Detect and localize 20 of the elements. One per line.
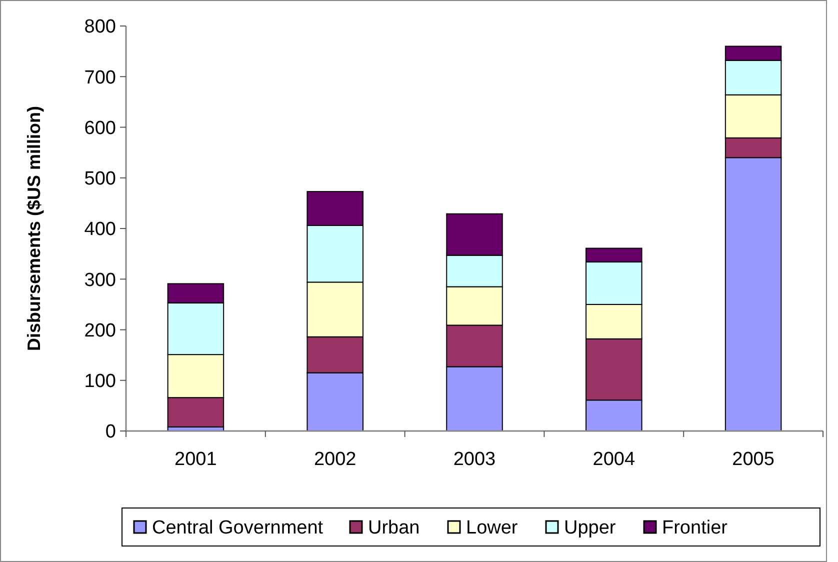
y-tick-label: 0 — [105, 422, 116, 443]
y-tick-label: 700 — [84, 67, 116, 88]
legend-label: Urban — [368, 518, 420, 539]
legend-label: Central Government — [152, 518, 324, 539]
y-tick-label: 600 — [84, 118, 116, 139]
y-axis-title: Disbursements ($US million) — [24, 106, 44, 352]
legend-label: Frontier — [662, 518, 728, 539]
y-tick-label: 800 — [84, 16, 116, 38]
x-tick-label: 2005 — [732, 449, 774, 470]
x-tick-label: 2002 — [314, 449, 356, 470]
x-tick-label: 2003 — [453, 449, 496, 470]
y-tick-label: 100 — [84, 371, 116, 392]
y-tick-label: 400 — [84, 219, 116, 240]
legend-label: Upper — [564, 518, 616, 539]
x-tick-label: 2004 — [592, 449, 636, 470]
y-tick-label: 200 — [84, 320, 116, 342]
y-tick-label: 500 — [84, 168, 116, 190]
legend-label: Lower — [466, 518, 518, 539]
x-tick-label: 2001 — [174, 449, 217, 470]
y-tick-label: 300 — [84, 270, 116, 291]
